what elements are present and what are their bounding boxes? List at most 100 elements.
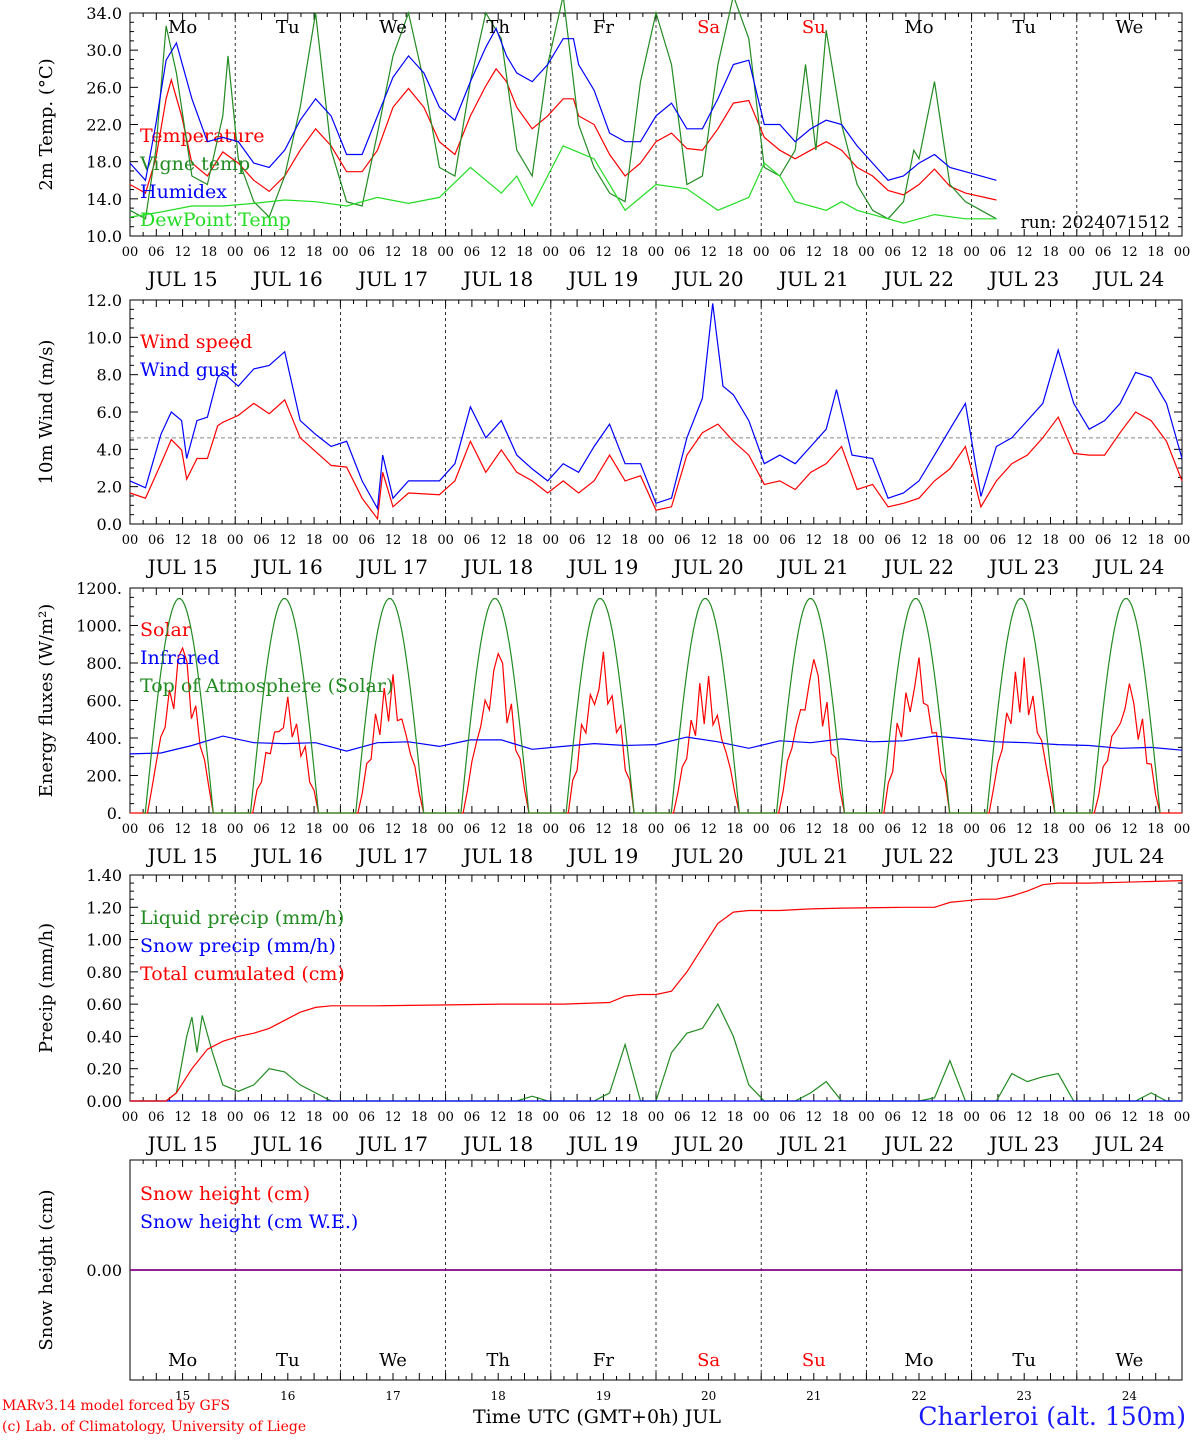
hour-tick-label: 06 — [358, 1110, 375, 1125]
panel-2: 0.0 2.0 4.0 6.0 8.0 10.0 12.0 10m Wind (m/s) Win… — [36, 291, 1190, 579]
hour-tick-label: 06 — [253, 245, 270, 260]
day-name-label: We — [379, 17, 407, 38]
y-tick-label: 0.0 — [97, 515, 122, 534]
series-line-vigne-temp — [129, 0, 997, 220]
legend-vigne-temp: Vigne temp — [139, 153, 250, 175]
hour-tick-label: 06 — [779, 1110, 796, 1125]
hour-tick-label: 00 — [753, 1110, 770, 1125]
hour-tick-label: 06 — [990, 1110, 1007, 1125]
hour-tick-label: 00 — [122, 245, 139, 260]
hour-tick-label: 12 — [806, 822, 823, 837]
legend-snow-precip-mm-h-: Snow precip (mm/h) — [140, 935, 336, 957]
hour-tick-label: 12 — [911, 822, 928, 837]
hour-tick-label: 00 — [122, 822, 139, 837]
hour-tick-label: 18 — [937, 1110, 954, 1125]
hour-tick-label: 18 — [306, 245, 323, 260]
y-tick-label: 10.0 — [86, 328, 122, 347]
hour-tick-label: 00 — [1069, 533, 1086, 548]
hour-tick-label: 00 — [227, 822, 244, 837]
hour-tick-label: 00 — [1174, 1110, 1191, 1125]
y-tick-label: 200. — [86, 767, 122, 786]
hour-tick-label: 06 — [464, 533, 481, 548]
hour-tick-label: 18 — [832, 533, 849, 548]
hour-tick-label: 00 — [1174, 245, 1191, 260]
hour-tick-label: 18 — [411, 822, 428, 837]
hour-tick-label: 18 — [306, 533, 323, 548]
y-tick-label: 600. — [86, 692, 122, 711]
hour-tick-label: 18 — [516, 533, 533, 548]
hour-tick-label: 06 — [569, 822, 586, 837]
hour-tick-label: 18 — [516, 1110, 533, 1125]
hour-tick-label: 06 — [148, 533, 165, 548]
panel-5: 0.00 Snow height (cm) Snow height (cm) Snow… — [36, 1159, 1183, 1403]
series-line-dewpoint-temp — [129, 145, 997, 224]
day-name-label: We — [379, 1350, 407, 1371]
hour-tick-label: 00 — [332, 245, 349, 260]
date-label: JUL 16 — [251, 555, 323, 579]
y-tick-label: 1200. — [76, 579, 122, 598]
y-axis-label: Precip (mm/h) — [36, 923, 57, 1053]
date-label: JUL 23 — [987, 555, 1059, 579]
hour-tick-label: 00 — [753, 822, 770, 837]
day-number-label: 21 — [806, 1389, 821, 1403]
date-label: JUL 20 — [672, 267, 744, 291]
hour-tick-label: 00 — [753, 245, 770, 260]
hour-tick-label: 06 — [253, 533, 270, 548]
day-number-label: 20 — [701, 1389, 716, 1403]
hour-tick-label: 00 — [963, 245, 980, 260]
y-tick-label: 26.0 — [86, 78, 122, 97]
series-line-liquid-precip-mm-h- — [130, 1002, 1182, 1102]
series-line-infrared — [129, 735, 1183, 755]
hour-tick-label: 18 — [832, 1110, 849, 1125]
hour-tick-label: 12 — [490, 822, 507, 837]
date-label: JUL 21 — [777, 1132, 849, 1156]
hour-tick-label: 12 — [174, 822, 191, 837]
hour-tick-label: 00 — [858, 822, 875, 837]
hour-tick-label: 12 — [280, 245, 297, 260]
hour-tick-label: 06 — [674, 1110, 691, 1125]
hour-tick-label: 06 — [1095, 245, 1112, 260]
day-name-label: Su — [802, 17, 826, 38]
y-tick-label: 1.20 — [86, 898, 122, 917]
day-number-label: 16 — [280, 1389, 295, 1403]
series-line-total-cumulated-cm- — [130, 880, 1183, 1102]
hour-tick-label: 12 — [911, 533, 928, 548]
hour-tick-label: 06 — [779, 245, 796, 260]
hour-tick-label: 06 — [148, 1110, 165, 1125]
hour-tick-label: 00 — [1174, 533, 1191, 548]
date-label: JUL 16 — [251, 844, 323, 868]
hour-tick-label: 12 — [911, 1110, 928, 1125]
day-name-label: Fr — [593, 1350, 614, 1371]
hour-tick-label: 06 — [253, 822, 270, 837]
date-label: JUL 23 — [987, 1132, 1059, 1156]
hour-tick-label: 06 — [358, 245, 375, 260]
y-tick-label: 6.0 — [97, 403, 122, 422]
hour-tick-label: 18 — [516, 245, 533, 260]
station-label: Charleroi (alt. 150m) — [918, 1402, 1186, 1431]
hour-tick-label: 18 — [621, 1110, 638, 1125]
hour-tick-label: 18 — [1147, 1110, 1164, 1125]
hour-tick-label: 12 — [700, 1110, 717, 1125]
hour-tick-label: 00 — [858, 533, 875, 548]
day-name-label: Fr — [593, 17, 614, 38]
series-line-wind-speed — [129, 398, 1183, 521]
hour-tick-label: 18 — [201, 1110, 218, 1125]
date-label: JUL 19 — [566, 555, 638, 579]
hour-tick-label: 06 — [253, 1110, 270, 1125]
hour-tick-label: 06 — [779, 822, 796, 837]
y-tick-label: 2.0 — [97, 478, 122, 497]
y-tick-label: 12.0 — [86, 291, 122, 310]
hour-tick-label: 06 — [569, 1110, 586, 1125]
y-tick-label: 30.0 — [86, 41, 122, 60]
hour-tick-label: 06 — [779, 533, 796, 548]
hour-tick-label: 06 — [148, 245, 165, 260]
hour-tick-label: 00 — [1069, 245, 1086, 260]
legend-dewpoint-temp: DewPoint Temp — [140, 209, 291, 231]
day-name-label: Tu — [276, 17, 300, 38]
hour-tick-label: 06 — [569, 533, 586, 548]
y-tick-label: 0.60 — [86, 995, 122, 1014]
hour-tick-label: 00 — [437, 822, 454, 837]
date-label: JUL 15 — [146, 267, 218, 291]
hour-tick-label: 00 — [648, 245, 665, 260]
hour-tick-label: 12 — [1121, 245, 1138, 260]
